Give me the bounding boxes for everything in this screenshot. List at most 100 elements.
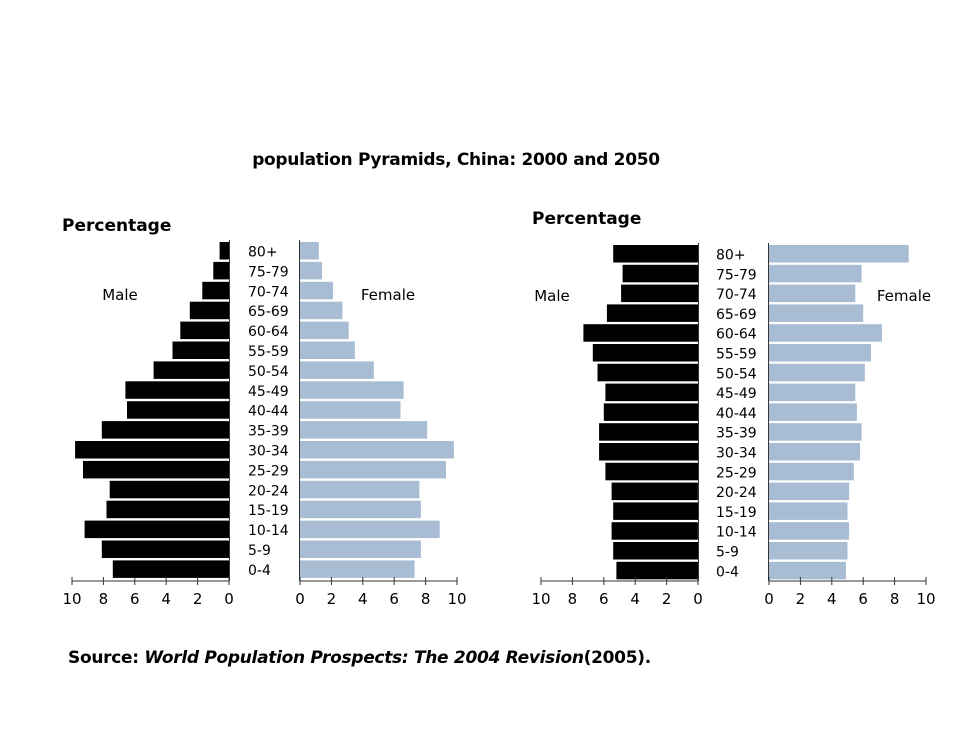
female-bar xyxy=(769,561,846,580)
source-citation: Source: World Population Prospects: The … xyxy=(68,648,651,668)
age-group-label: 50-54 xyxy=(248,364,289,380)
age-group-label: 45-49 xyxy=(716,386,757,402)
female-bar xyxy=(300,460,446,479)
x-tick-label: 4 xyxy=(827,590,837,608)
female-bar xyxy=(769,284,856,303)
age-group-label: 75-79 xyxy=(716,267,757,283)
male-bar xyxy=(112,560,229,578)
x-tick-label: 10 xyxy=(62,590,81,608)
female-bar xyxy=(300,261,322,280)
female-bar xyxy=(300,540,421,558)
female-bar xyxy=(769,522,850,540)
male-bar xyxy=(101,421,229,439)
male-bar xyxy=(613,245,698,263)
x-tick-label: 10 xyxy=(447,590,466,608)
age-group-label: 25-29 xyxy=(716,465,757,481)
male-bar xyxy=(583,324,698,342)
male-bar xyxy=(611,522,698,540)
male-bar xyxy=(189,301,230,320)
male-bar xyxy=(202,281,229,300)
female-bar xyxy=(300,480,420,499)
age-group-label: 75-79 xyxy=(248,264,289,280)
male-label: Male xyxy=(102,286,138,304)
age-group-label: 80+ xyxy=(716,248,746,264)
female-bar xyxy=(769,304,864,322)
x-tick-label: 2 xyxy=(193,590,203,608)
age-group-label: 80+ xyxy=(248,245,278,261)
female-bar xyxy=(769,403,857,421)
x-tick-label: 10 xyxy=(916,590,935,608)
female-bar xyxy=(769,344,871,362)
source-label: Source: xyxy=(68,648,139,668)
age-group-label: 35-39 xyxy=(716,426,757,442)
source-work: World Population Prospects: The 2004 Rev… xyxy=(144,648,584,668)
female-bar xyxy=(300,301,343,320)
male-label: Male xyxy=(534,287,570,305)
x-tick-label: 4 xyxy=(161,590,171,608)
x-tick-label: 8 xyxy=(568,590,578,608)
age-group-label: 70-74 xyxy=(716,287,757,303)
female-bar xyxy=(300,381,404,399)
male-bar xyxy=(605,383,698,402)
male-bar xyxy=(213,261,229,280)
male-bar xyxy=(603,403,698,421)
female-bar xyxy=(300,560,415,578)
age-group-label: 60-64 xyxy=(716,327,757,343)
percentage-label: Percentage xyxy=(62,216,171,236)
x-tick-label: 10 xyxy=(531,590,550,608)
male-bar xyxy=(622,264,698,283)
female-bar xyxy=(769,502,848,520)
male-bar xyxy=(605,462,698,481)
x-tick-label: 4 xyxy=(358,590,368,608)
age-group-label: 10-14 xyxy=(716,525,757,541)
x-tick-label: 6 xyxy=(599,590,609,608)
male-bar xyxy=(599,443,698,461)
female-bar xyxy=(300,341,355,359)
male-bar xyxy=(611,482,698,501)
age-group-label: 45-49 xyxy=(248,384,289,400)
age-group-label: 30-34 xyxy=(248,444,289,460)
x-tick-label: 0 xyxy=(764,590,774,608)
male-bar xyxy=(180,321,229,340)
female-bar xyxy=(769,462,854,481)
male-bar xyxy=(75,441,229,459)
x-tick-label: 2 xyxy=(662,590,672,608)
female-label: Female xyxy=(877,287,931,305)
male-bar xyxy=(84,520,229,539)
x-tick-label: 6 xyxy=(858,590,868,608)
age-group-label: 55-59 xyxy=(248,344,289,360)
age-group-label: 15-19 xyxy=(248,503,289,519)
male-bar xyxy=(616,561,698,580)
male-bar xyxy=(153,361,229,379)
male-bar xyxy=(127,401,229,419)
female-label: Female xyxy=(361,286,415,304)
female-bar xyxy=(300,520,440,539)
female-bar xyxy=(300,500,421,519)
age-group-label: 55-59 xyxy=(716,347,757,363)
age-group-label: 20-24 xyxy=(248,483,289,499)
age-group-label: 20-24 xyxy=(716,485,757,501)
percentage-label: Percentage xyxy=(532,209,641,229)
x-tick-label: 6 xyxy=(389,590,399,608)
female-bar xyxy=(769,324,882,342)
age-group-label: 70-74 xyxy=(248,284,289,300)
female-bar xyxy=(300,441,454,459)
male-bar xyxy=(592,344,698,362)
x-tick-label: 8 xyxy=(890,590,900,608)
age-group-label: 65-69 xyxy=(716,307,757,323)
age-group-label: 0-4 xyxy=(248,563,271,579)
female-bar xyxy=(769,482,850,501)
source-year: (2005). xyxy=(583,648,652,668)
male-bar xyxy=(606,304,698,322)
x-tick-label: 0 xyxy=(693,590,703,608)
age-group-label: 5-9 xyxy=(716,545,739,561)
x-tick-label: 2 xyxy=(327,590,337,608)
male-bar xyxy=(613,542,698,560)
age-group-label: 0-4 xyxy=(716,564,739,580)
female-bar xyxy=(769,264,862,283)
female-bar xyxy=(300,242,319,260)
female-bar xyxy=(769,542,848,560)
male-bar xyxy=(599,423,698,441)
x-tick-label: 0 xyxy=(295,590,305,608)
